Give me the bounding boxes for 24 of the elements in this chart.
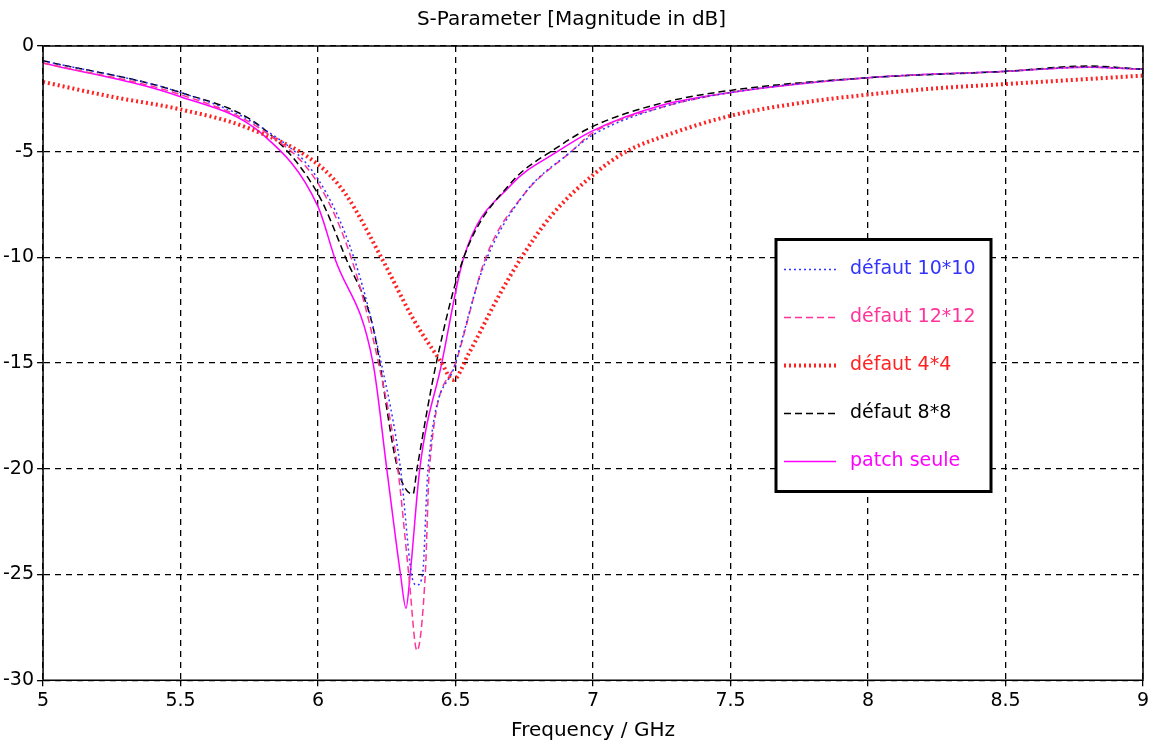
x-axis-title: Frequency / GHz [511, 717, 675, 742]
y-tick-label: 0 [21, 32, 35, 55]
chart-title: S-Parameter [Magnitude in dB] [416, 6, 727, 31]
x-tick-label: 8.5 [990, 687, 1021, 710]
y-tick-label: -10 [2, 244, 35, 267]
legend-label: patch seule [850, 448, 961, 471]
legend-label: défaut 8*8 [850, 400, 952, 423]
y-tick-label: -20 [2, 455, 35, 478]
x-tick-label: 7.5 [715, 687, 746, 710]
y-tick-label: -30 [2, 667, 35, 690]
x-tick-label: 6 [311, 687, 325, 710]
x-tick-label: 9 [1136, 687, 1150, 710]
y-tick-label: -15 [2, 350, 35, 373]
x-tick-label: 5 [36, 687, 50, 710]
x-tick-label: 5.5 [165, 687, 196, 710]
legend-label: défaut 4*4 [850, 352, 952, 375]
x-tick-label: 7 [586, 687, 600, 710]
legend-label: défaut 10*10 [850, 256, 976, 279]
line-series [43, 73, 1143, 383]
x-tick-label: 6.5 [440, 687, 471, 710]
y-tick-label: -25 [2, 561, 35, 584]
y-tick-label: -5 [15, 138, 35, 161]
legend-label: défaut 12*12 [850, 304, 976, 327]
x-tick-label: 8 [861, 687, 875, 710]
